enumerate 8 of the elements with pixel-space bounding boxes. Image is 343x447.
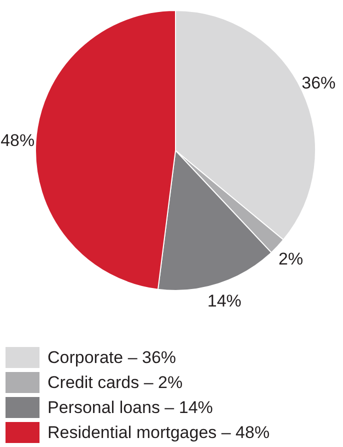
data-label: 14% [207, 291, 242, 310]
data-label: 2% [278, 249, 304, 268]
legend-label: Corporate – 36% [48, 348, 176, 367]
data-label: 48% [0, 131, 35, 150]
data-label: 36% [302, 74, 336, 93]
legend-label: Residential mortgages – 48% [48, 423, 270, 442]
legend-label: Personal loans – 14% [48, 398, 213, 417]
legend-label: Credit cards – 2% [48, 373, 183, 392]
